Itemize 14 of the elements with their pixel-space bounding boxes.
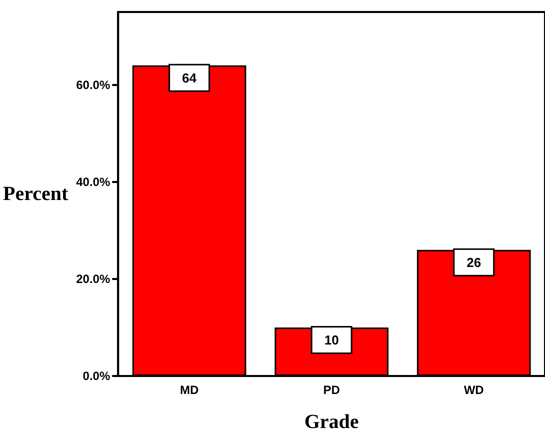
y-tick-label: 40.0% [76, 174, 110, 189]
x-tick-label: WD [464, 383, 484, 397]
data-label: 64 [182, 70, 198, 86]
x-axis-title: Grade [304, 411, 359, 433]
data-label: 26 [466, 254, 482, 270]
y-tick-label: 20.0% [76, 272, 110, 286]
data-label: 10 [324, 332, 339, 348]
bar [416, 250, 531, 376]
x-tick-label: PD [323, 383, 340, 397]
y-tick-label: 0.0% [82, 369, 110, 383]
y-tick-label: 60.0% [76, 78, 110, 92]
y-axis-title: Percent [2, 183, 68, 205]
x-tick-label: MD [180, 383, 199, 397]
bar [132, 65, 246, 376]
